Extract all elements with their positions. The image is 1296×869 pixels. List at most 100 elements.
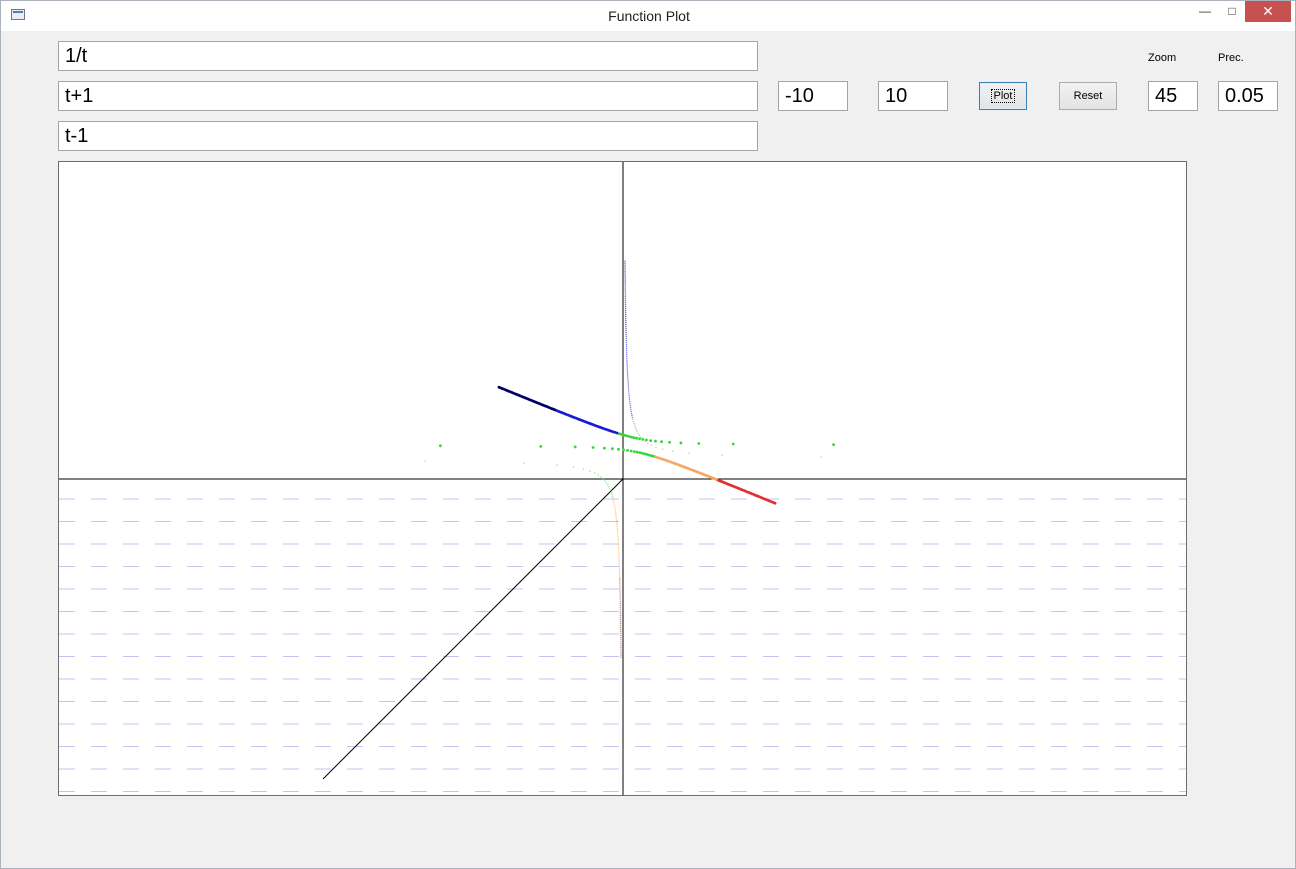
curve-projection-point xyxy=(631,416,634,419)
curve-projection-point xyxy=(625,327,627,330)
curve-projection-point xyxy=(624,280,626,282)
curve-projection-point xyxy=(617,537,619,540)
curve-projection-point xyxy=(620,628,622,631)
curve-projection-point xyxy=(620,630,622,633)
curve-projection-point xyxy=(624,268,626,270)
curve-projection-point xyxy=(615,519,618,522)
curve-projection-point xyxy=(619,614,622,617)
curve-projection-point xyxy=(616,531,619,534)
curve-projection-point xyxy=(628,397,631,399)
curve-projection-point xyxy=(610,492,613,494)
plot-svg xyxy=(59,162,1186,795)
t-min-input[interactable] xyxy=(778,81,848,111)
curve-point xyxy=(638,437,641,441)
curve-projection-point xyxy=(624,286,626,288)
curve-projection-point xyxy=(624,300,627,302)
zoom-input[interactable] xyxy=(1148,81,1198,111)
curve-projection-point xyxy=(617,533,619,536)
curve-projection-point xyxy=(624,282,626,284)
curve-point xyxy=(439,444,442,448)
curve-point xyxy=(635,436,639,440)
curve-projection-point xyxy=(618,565,620,567)
reset-button[interactable]: Reset xyxy=(1059,82,1117,110)
curve-projection-point xyxy=(582,468,585,470)
curve-projection-point xyxy=(619,591,621,593)
curve-projection-point xyxy=(620,642,622,644)
plot-button[interactable]: Plot xyxy=(979,82,1027,110)
curve-projection-point xyxy=(618,551,620,553)
curve-projection-point xyxy=(625,312,627,314)
curve-projection-point xyxy=(619,609,622,611)
curve-projection-point xyxy=(612,500,615,502)
curve-projection-point xyxy=(617,543,620,545)
close-button[interactable]: ✕ xyxy=(1245,1,1291,22)
curve-projection-point xyxy=(624,272,626,274)
precision-input[interactable] xyxy=(1218,81,1278,111)
maximize-button[interactable]: □ xyxy=(1228,4,1236,18)
curve-projection-point xyxy=(625,319,627,322)
curve-projection-point xyxy=(627,379,629,381)
curve-projection-point xyxy=(624,310,627,312)
curve-projection-point xyxy=(627,383,629,385)
curve-projection-point xyxy=(625,333,627,336)
curve-projection-point xyxy=(624,266,626,268)
curve-projection-point xyxy=(619,579,621,581)
curve-point xyxy=(626,449,629,452)
minimize-button[interactable]: — xyxy=(1199,4,1211,18)
curve-projection-point xyxy=(626,371,629,373)
curve-projection-point xyxy=(618,571,621,573)
curve-projection-point xyxy=(619,587,621,589)
app-window-icon[interactable] xyxy=(11,9,25,20)
curve-projection-point xyxy=(620,656,622,658)
curve-projection-point xyxy=(615,513,617,516)
curve-projection-point xyxy=(625,331,627,334)
curve-projection-point xyxy=(628,389,630,391)
curve-projection-point xyxy=(626,359,628,361)
curve-point xyxy=(832,443,835,446)
curve-projection-point xyxy=(607,484,609,486)
curve-projection-point xyxy=(612,498,614,500)
t-max-input[interactable] xyxy=(878,81,948,111)
curve-projection-point xyxy=(618,575,621,577)
curve-projection-point xyxy=(589,470,591,472)
curve-point xyxy=(649,439,652,442)
curve-projection-point xyxy=(620,644,622,646)
curve-projection-point xyxy=(619,612,622,615)
curve-projection-point xyxy=(627,387,630,389)
curve-projection-point xyxy=(594,472,596,474)
curve-projection-point xyxy=(647,442,649,445)
curve-point xyxy=(633,450,636,453)
curve-projection-point xyxy=(633,422,635,425)
curve-projection-point xyxy=(424,460,426,462)
curve-point xyxy=(731,442,735,446)
curve-projection-point xyxy=(620,652,622,654)
curve-projection-point xyxy=(602,478,604,480)
zoom-label: Zoom xyxy=(1148,52,1177,64)
curve-projection-point xyxy=(625,347,628,349)
title-bar[interactable]: Function Plot — □ ✕ xyxy=(1,1,1295,31)
curve-projection-point xyxy=(624,290,626,292)
curve-projection-point xyxy=(640,436,642,439)
curve-projection-point xyxy=(655,446,657,448)
plot-canvas[interactable] xyxy=(58,161,1187,796)
curve-projection-point xyxy=(626,353,628,355)
curve-projection-point xyxy=(650,444,652,446)
curve-projection-point xyxy=(619,622,622,625)
function-x-input[interactable] xyxy=(58,41,758,71)
curve-projection-point xyxy=(620,634,622,637)
function-y-input[interactable] xyxy=(58,81,758,111)
curve-point xyxy=(603,446,606,450)
curve-projection-point xyxy=(629,407,632,409)
curve-projection-point xyxy=(624,292,627,294)
curve-projection-point xyxy=(624,306,627,308)
curve-projection-point xyxy=(609,490,612,492)
curve-projection-point xyxy=(618,569,621,571)
curve-projection-point xyxy=(619,585,621,587)
curve-projection-point xyxy=(619,595,621,597)
curve-projection-point xyxy=(618,559,620,561)
curve-projection-point xyxy=(626,369,629,371)
function-z-input[interactable] xyxy=(58,121,758,151)
curve-projection-point xyxy=(625,321,627,324)
curve-projection-point xyxy=(625,325,627,328)
curve-projection-point xyxy=(618,561,620,563)
